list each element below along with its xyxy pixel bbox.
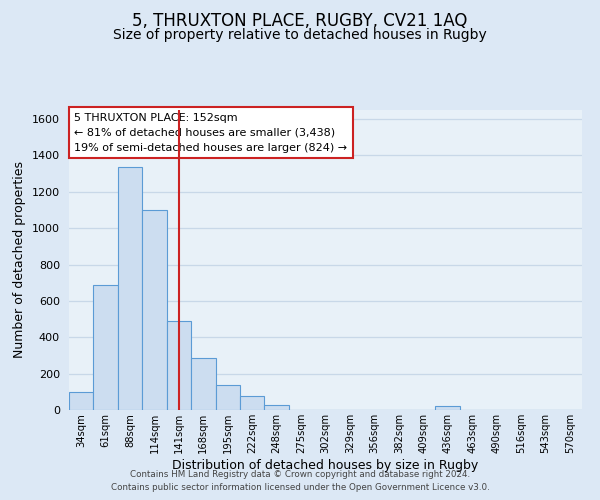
Bar [240, 396, 265, 410]
X-axis label: Distribution of detached houses by size in Rugby: Distribution of detached houses by size … [172, 458, 479, 471]
Text: Size of property relative to detached houses in Rugby: Size of property relative to detached ho… [113, 28, 487, 42]
Bar [94, 284, 118, 410]
Text: 5, THRUXTON PLACE, RUGBY, CV21 1AQ: 5, THRUXTON PLACE, RUGBY, CV21 1AQ [133, 12, 467, 30]
Text: Contains HM Land Registry data © Crown copyright and database right 2024.: Contains HM Land Registry data © Crown c… [130, 470, 470, 479]
Y-axis label: Number of detached properties: Number of detached properties [13, 162, 26, 358]
Bar [215, 384, 240, 410]
Text: 5 THRUXTON PLACE: 152sqm
← 81% of detached houses are smaller (3,438)
19% of sem: 5 THRUXTON PLACE: 152sqm ← 81% of detach… [74, 113, 347, 152]
Bar [191, 358, 215, 410]
Text: Contains public sector information licensed under the Open Government Licence v3: Contains public sector information licen… [110, 484, 490, 492]
Bar [142, 210, 167, 410]
Bar [69, 392, 94, 410]
Bar [265, 404, 289, 410]
Bar [167, 321, 191, 410]
Bar [118, 168, 142, 410]
Bar [436, 406, 460, 410]
